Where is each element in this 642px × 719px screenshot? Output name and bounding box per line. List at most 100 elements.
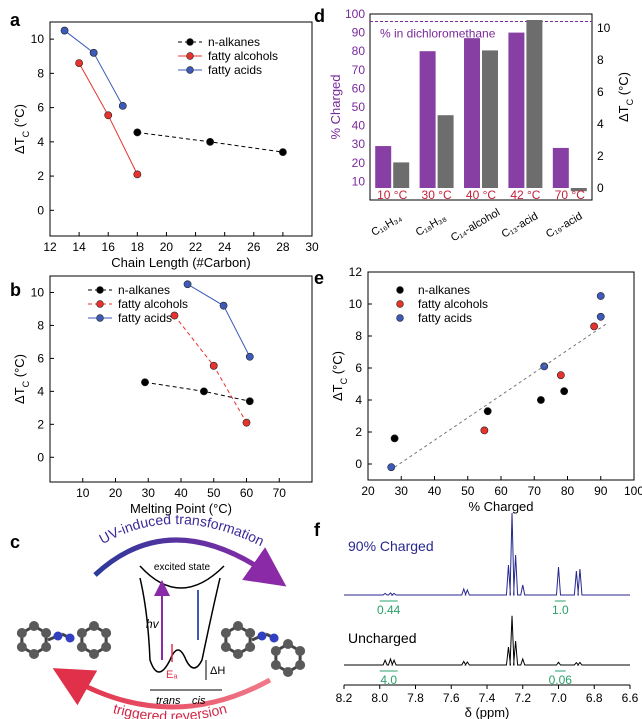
y-tick-label: 6 xyxy=(37,101,44,115)
x-tick-label: 18 xyxy=(131,240,145,254)
panel-letter-e: e xyxy=(314,268,324,288)
hv-label: hv xyxy=(146,617,160,631)
carbon-atom xyxy=(220,628,231,638)
series-line xyxy=(144,381,250,402)
data-point xyxy=(590,322,598,331)
temperature-label: 10 °C xyxy=(377,188,407,202)
x-tick-label: 6.8 xyxy=(586,691,603,705)
category-label: C₁₉-acid xyxy=(544,210,585,240)
data-point xyxy=(75,59,84,67)
x-tick-label: 60 xyxy=(240,486,254,500)
y-tick-label: 10 xyxy=(31,32,45,46)
category-label: C₁₄-alcohol xyxy=(449,207,502,245)
data-point xyxy=(219,301,228,310)
y2-tick-label: 0 xyxy=(597,181,604,195)
data-point xyxy=(170,311,179,320)
nitrogen-atom xyxy=(257,631,267,641)
x-tick-label: 90 xyxy=(594,484,608,498)
y-tick-label: 20 xyxy=(352,156,366,170)
cis-azobenzene-molecule xyxy=(220,621,306,677)
x-tick-label: 26 xyxy=(247,240,261,254)
bar-charged xyxy=(552,147,569,188)
y-tick-label: 50 xyxy=(352,100,366,114)
x-tick-label: 7.8 xyxy=(407,691,424,705)
data-point xyxy=(596,312,605,321)
carbon-atom xyxy=(270,646,281,656)
x-tick-label: 50 xyxy=(461,484,475,498)
bar-charged xyxy=(464,38,480,189)
y-tick-label: 10 xyxy=(349,297,363,311)
trend-line xyxy=(394,322,608,468)
category-label: C₁₃-acid xyxy=(500,210,541,240)
y-tick-label: 30 xyxy=(352,137,366,151)
x-tick-label: 30 xyxy=(142,486,156,500)
temperature-label: 40 °C xyxy=(466,188,496,202)
temperature-label: 42 °C xyxy=(510,188,540,202)
trans-label: trans xyxy=(156,695,181,707)
x-tick-label: 30 xyxy=(305,240,319,254)
y-axis-label: ΔTC (°C) xyxy=(12,104,31,154)
x-tick-label: 100 xyxy=(624,484,642,498)
spectrum-label: Uncharged xyxy=(348,630,417,646)
legend-label: n-alkanes xyxy=(418,283,470,297)
x-tick-label: 24 xyxy=(218,240,232,254)
data-point xyxy=(556,371,565,380)
y2-tick-label: 8 xyxy=(597,53,604,67)
integral-label: 0.44 xyxy=(377,603,401,617)
data-point xyxy=(245,352,254,361)
x-tick-label: 22 xyxy=(189,240,203,254)
x-tick-label: 40 xyxy=(174,486,188,500)
x-tick-label: 50 xyxy=(207,486,221,500)
y-tick-label: 0 xyxy=(355,457,362,471)
temperature-label: 70 °C xyxy=(555,188,585,202)
dh-label: ΔH xyxy=(210,665,225,677)
legend-marker xyxy=(396,286,404,294)
y-tick-label: 60 xyxy=(352,81,366,95)
y-tick-label: 100 xyxy=(345,7,365,21)
x-tick-label: 7.0 xyxy=(550,691,567,705)
x-tick-label: 80 xyxy=(561,484,575,498)
x-tick-label: 14 xyxy=(72,240,86,254)
x-tick-label: 8.2 xyxy=(336,691,353,705)
integral-label: 0.06 xyxy=(549,673,573,687)
x-tick-label: 20 xyxy=(160,240,174,254)
data-point xyxy=(387,463,396,472)
data-point xyxy=(245,397,254,406)
legend-marker xyxy=(396,300,404,308)
y2-tick-label: 10 xyxy=(597,21,611,35)
panel-c-diagram: UV-induced transformation triggered reve… xyxy=(16,511,306,719)
carbon-atom xyxy=(29,621,39,631)
x-tick-label: 7.4 xyxy=(479,691,496,705)
y-tick-label: 2 xyxy=(37,169,44,183)
x-axis-label: Melting Point (°C) xyxy=(130,501,232,516)
data-point xyxy=(242,418,251,427)
legend-marker xyxy=(186,38,194,46)
excited-state-label: excited state xyxy=(154,562,211,573)
legend-label: fatty alcohols xyxy=(208,49,278,63)
x-tick-label: 20 xyxy=(109,486,123,500)
data-point xyxy=(133,128,142,137)
legend-label: n-alkanes xyxy=(208,35,260,49)
y-tick-label: 80 xyxy=(352,44,366,58)
legend-marker xyxy=(96,286,104,294)
legend-marker xyxy=(96,300,104,308)
nitrogen-atom xyxy=(65,633,75,643)
uv-label: UV-induced transformation xyxy=(96,511,266,549)
carbon-atom xyxy=(245,642,256,652)
carbon-atom xyxy=(295,660,306,670)
carbon-atom xyxy=(41,628,52,638)
x-axis-label: % Charged xyxy=(468,499,533,514)
carbon-atom xyxy=(283,639,293,649)
reversion-arc-arrow xyxy=(52,668,272,710)
spectrum-label: 90% Charged xyxy=(348,538,434,554)
legend-marker xyxy=(96,314,104,322)
carbon-atom xyxy=(220,642,231,652)
x-tick-label: 6.6 xyxy=(622,691,639,705)
plot-frame xyxy=(367,271,635,481)
legend-label: n-alkanes xyxy=(118,283,170,297)
data-point xyxy=(89,48,98,57)
x-tick-label: 40 xyxy=(428,484,442,498)
legend-label: fatty acids xyxy=(418,311,472,325)
data-point xyxy=(133,170,142,179)
